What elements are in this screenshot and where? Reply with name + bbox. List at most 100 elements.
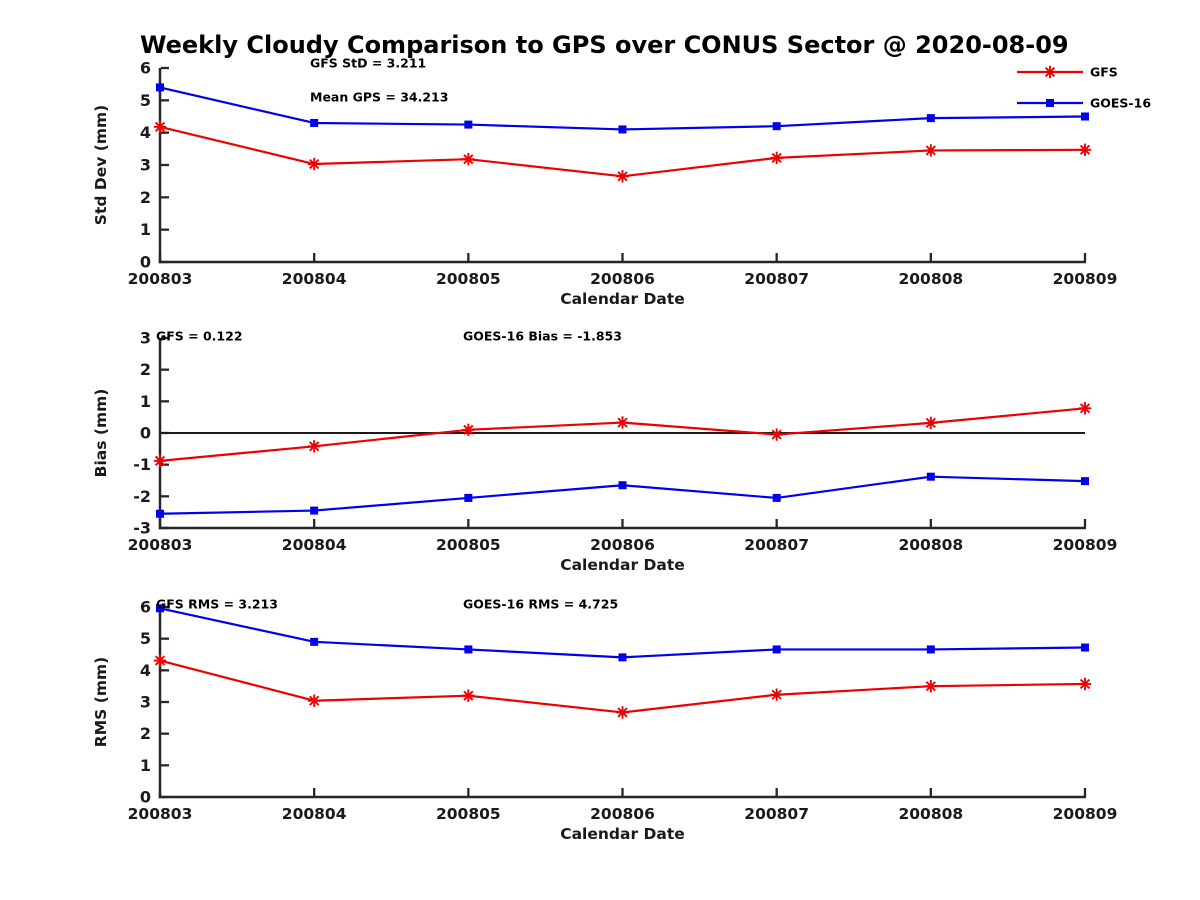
subplot-std-dev-gfs-marker <box>462 152 475 166</box>
subplot-rms-y-tick-label: 3 <box>140 693 151 712</box>
legend-goes-16-marker <box>1046 99 1054 107</box>
subplot-std-dev-annotation: Mean GPS = 34.213 <box>310 90 448 105</box>
subplot-bias-y-tick-label: 1 <box>140 392 151 411</box>
subplot-std-dev-x-tick-label: 200809 <box>1053 270 1118 288</box>
subplot-rms-y-tick-label: 1 <box>140 756 151 775</box>
subplot-std-dev-gfs-marker <box>925 145 936 156</box>
subplot-bias-x-tick-label: 200804 <box>282 536 347 554</box>
subplot-rms-goes-16-line <box>159 607 1086 659</box>
subplot-rms-x-tick-label: 200805 <box>436 805 501 823</box>
subplot-bias-gfs-marker <box>771 429 782 440</box>
subplot-std-dev-annotation: GFS StD = 3.211 <box>310 56 426 71</box>
subplot-std-dev-gfs-line <box>159 125 1086 178</box>
subplot-rms-x-tick-label: 200808 <box>898 805 963 823</box>
subplot-rms-gfs-marker <box>770 688 783 701</box>
subplot-rms-x-tick-label: 200804 <box>282 805 347 823</box>
subplot-bias-gfs-marker <box>617 417 628 428</box>
subplot-rms-x-tick-label: 200806 <box>590 805 655 823</box>
subplot-bias-y-tick-label: 2 <box>140 360 151 379</box>
subplot-bias-x-axis-label: Calendar Date <box>560 556 685 574</box>
subplot-rms-gfs-marker <box>924 679 938 693</box>
subplot-bias-gfs-marker <box>307 440 321 453</box>
subplot-bias-y-tick-label: 3 <box>140 329 151 348</box>
subplot-rms-goes-16-marker <box>464 645 473 654</box>
subplot-std-dev-y-tick-label: 1 <box>140 220 151 239</box>
subplot-bias-goes-16-marker <box>772 493 781 502</box>
subplot-bias-gfs-marker <box>1079 403 1091 414</box>
subplot-bias-gfs-marker <box>463 424 474 435</box>
subplot-rms-y-tick-label: 2 <box>140 724 151 743</box>
subplot-std-dev-goes-16-marker <box>156 83 164 92</box>
subplot-bias-y-tick-label: 0 <box>140 424 151 443</box>
subplot-std-dev-x-tick-label: 200806 <box>590 270 655 288</box>
subplot-std-dev-gfs-marker <box>617 171 628 182</box>
subplot-rms-y-tick-label: 5 <box>140 629 151 648</box>
subplot-bias-gfs-marker <box>1078 402 1092 415</box>
subplot-std-dev-x-tick-label: 200807 <box>744 270 809 288</box>
subplot-std-dev-x-axis-label: Calendar Date <box>560 290 685 308</box>
subplot-rms-x-tick-label: 200807 <box>744 805 809 823</box>
subplot-rms-goes-16-marker <box>772 645 781 654</box>
subplot-std-dev-gfs-marker <box>771 152 782 163</box>
subplot-std-dev-goes-16-marker <box>464 120 473 129</box>
subplot-std-dev-x-tick-label: 200804 <box>282 270 347 288</box>
subplot-rms-gfs-marker <box>1079 678 1091 690</box>
subplot-std-dev-goes-16-marker <box>310 118 319 127</box>
subplot-rms-gfs-marker <box>154 655 166 666</box>
subplot-bias-goes-16-marker <box>310 506 319 515</box>
subplot-rms-x-tick-label: 200809 <box>1053 805 1118 823</box>
subplot-std-dev-y-tick-label: 2 <box>140 188 151 207</box>
subplot-rms-gfs-marker <box>771 689 782 700</box>
subplot-bias-y-axis-label: Bias (mm) <box>92 389 110 478</box>
subplot-bias-x-tick-label: 200805 <box>436 536 501 554</box>
subplot-bias-gfs-marker <box>925 417 936 428</box>
subplot-rms-goes-16-marker <box>156 604 164 613</box>
subplot-std-dev-gfs-marker <box>924 144 938 157</box>
subplot-std-dev-goes-16-line <box>159 86 1086 131</box>
subplot-bias-x-tick-label: 200808 <box>898 536 963 554</box>
subplot-std-dev-gfs-marker <box>153 120 167 134</box>
subplot-rms-gfs-marker <box>307 694 321 707</box>
subplot-bias-goes-16-marker <box>1081 477 1089 486</box>
subplot-std-dev-gfs-marker <box>1078 143 1092 157</box>
subplot-rms-gfs-marker <box>153 654 167 667</box>
subplot-rms-x-axis-label: Calendar Date <box>560 825 685 843</box>
subplot-rms-gfs-marker <box>925 681 936 692</box>
subplot-std-dev-gfs-marker <box>770 151 783 165</box>
subplot-std-dev-gfs-marker <box>616 170 629 183</box>
subplot-std-dev-x-tick-label: 200808 <box>898 270 963 288</box>
subplot-bias-y-tick-label: -3 <box>133 519 151 538</box>
legend-gfs-marker <box>1043 65 1057 79</box>
subplot-std-dev-y-tick-label: 3 <box>140 156 151 175</box>
subplot-bias-goes-16-marker <box>926 472 935 481</box>
subplot-bias-gfs-marker <box>924 416 938 430</box>
chart-title: Weekly Cloudy Comparison to GPS over CON… <box>140 31 1069 59</box>
subplot-rms-annotation: GFS RMS = 3.213 <box>156 597 278 612</box>
subplot-bias-annotation: GFS = 0.122 <box>156 329 243 344</box>
subplot-rms-goes-16-marker <box>618 653 627 662</box>
subplot-rms-goes-16-marker <box>310 637 319 646</box>
subplot-std-dev-y-tick-label: 6 <box>140 59 151 78</box>
subplot-bias-x-tick-label: 200806 <box>590 536 655 554</box>
subplot-rms-y-tick-label: 4 <box>140 661 151 680</box>
subplot-rms-y-tick-label: 6 <box>140 598 151 617</box>
subplot-rms-annotation: GOES-16 RMS = 4.725 <box>463 597 618 612</box>
subplot-std-dev-y-tick-label: 5 <box>140 91 151 110</box>
subplot-std-dev-y-axis-label: Std Dev (mm) <box>92 105 110 225</box>
subplot-bias-goes-16-marker <box>618 481 627 490</box>
subplot-bias-gfs-marker <box>616 416 629 429</box>
subplot-std-dev-goes-16-marker <box>1081 112 1089 121</box>
subplot-bias-gfs-marker <box>309 441 320 452</box>
subplot-rms-y-tick-label: 0 <box>140 788 151 807</box>
subplot-rms-gfs-marker <box>616 706 629 719</box>
subplot-rms-gfs-line <box>159 659 1086 714</box>
legend-gfs-label: GFS <box>1090 65 1118 80</box>
subplot-std-dev-gfs-marker <box>309 158 320 170</box>
subplot-rms-y-axis-label: RMS (mm) <box>92 657 110 747</box>
subplot-bias-gfs-marker <box>154 455 166 466</box>
subplot-bias-annotation: GOES-16 Bias = -1.853 <box>463 329 622 344</box>
subplot-bias-goes-16-marker <box>156 509 164 518</box>
subplot-std-dev-goes-16-marker <box>618 125 627 134</box>
subplot-bias-gfs-line <box>159 407 1086 462</box>
subplot-rms-goes-16-marker <box>1081 643 1089 652</box>
